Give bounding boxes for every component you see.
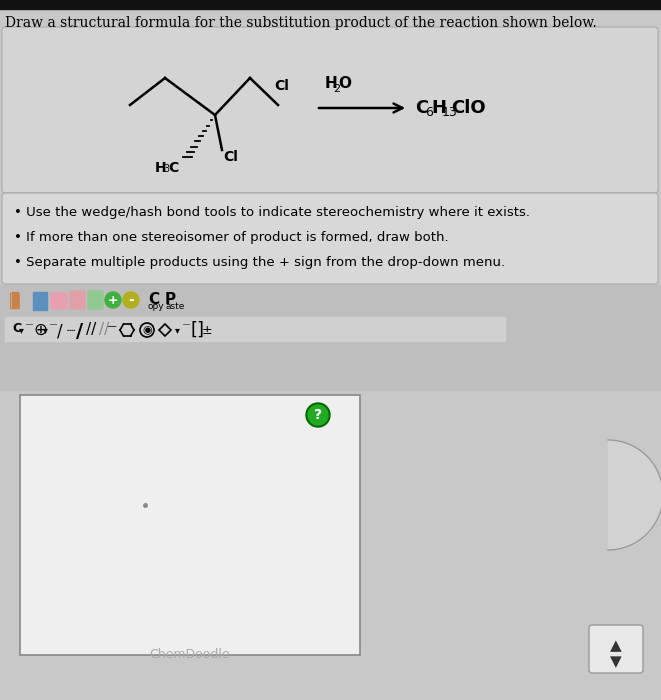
Bar: [5, 317, 505, 341]
Text: 13: 13: [442, 106, 458, 118]
Text: +: +: [108, 293, 118, 307]
Bar: [20, 395, 360, 655]
Text: 3: 3: [163, 164, 169, 174]
Text: [: [: [190, 321, 197, 339]
Text: Cl: Cl: [223, 150, 238, 164]
Text: 6: 6: [425, 106, 433, 118]
Text: ―: ―: [26, 321, 33, 327]
FancyBboxPatch shape: [70, 291, 85, 309]
Text: • Separate multiple products using the + sign from the drop-down menu.: • Separate multiple products using the +…: [14, 256, 505, 269]
Text: ▼: ▼: [610, 654, 622, 669]
Text: Cl: Cl: [274, 79, 289, 93]
Text: ClO: ClO: [451, 99, 486, 117]
Text: C: C: [168, 161, 178, 175]
Text: /: /: [57, 322, 63, 340]
Text: • If more than one stereoisomer of product is formed, draw both.: • If more than one stereoisomer of produ…: [14, 231, 449, 244]
Text: P: P: [165, 292, 176, 307]
Text: ―: ―: [183, 321, 190, 327]
Bar: [33, 292, 47, 310]
Circle shape: [105, 292, 121, 308]
FancyBboxPatch shape: [589, 625, 643, 673]
Text: ⊕: ⊕: [33, 321, 47, 339]
Text: ▾: ▾: [19, 325, 24, 335]
Polygon shape: [12, 292, 18, 308]
Text: /: /: [76, 322, 83, 341]
Text: ✋: ✋: [9, 290, 21, 309]
FancyArrowPatch shape: [319, 104, 403, 113]
Text: ?: ?: [314, 408, 322, 422]
Text: ▾: ▾: [43, 325, 48, 335]
Circle shape: [123, 292, 139, 308]
Text: H: H: [325, 76, 338, 91]
Text: C: C: [415, 99, 428, 117]
Text: C: C: [148, 292, 159, 307]
Bar: [0, 0, 661, 9]
Text: ▲: ▲: [610, 638, 622, 653]
Text: ―: ―: [50, 321, 57, 327]
Text: ◉: ◉: [142, 325, 152, 335]
Text: aste: aste: [165, 302, 184, 311]
Text: Draw a structural formula for the substitution product of the reaction shown bel: Draw a structural formula for the substi…: [5, 16, 597, 30]
Text: ―: ―: [108, 322, 116, 331]
Text: -: -: [128, 293, 134, 307]
Text: //: //: [99, 322, 109, 337]
Bar: [0, 285, 661, 390]
Text: • Use the wedge/hash bond tools to indicate stereochemistry where it exists.: • Use the wedge/hash bond tools to indic…: [14, 206, 530, 219]
Text: ±: ±: [202, 324, 213, 337]
Text: 2: 2: [333, 84, 340, 94]
FancyBboxPatch shape: [51, 293, 67, 309]
Text: ChemDoodle: ChemDoodle: [149, 648, 230, 661]
Text: O: O: [338, 76, 351, 91]
FancyBboxPatch shape: [2, 193, 658, 284]
Circle shape: [306, 403, 330, 427]
Text: //: //: [86, 322, 97, 337]
FancyBboxPatch shape: [88, 291, 103, 309]
Text: opy: opy: [148, 302, 165, 311]
Circle shape: [308, 405, 328, 425]
Text: H: H: [155, 161, 167, 175]
Text: C: C: [12, 322, 21, 335]
Text: ┈: ┈: [67, 324, 75, 338]
Text: ▾: ▾: [175, 325, 180, 335]
FancyBboxPatch shape: [2, 27, 658, 193]
Text: H: H: [431, 99, 446, 117]
Text: ]: ]: [196, 321, 203, 339]
